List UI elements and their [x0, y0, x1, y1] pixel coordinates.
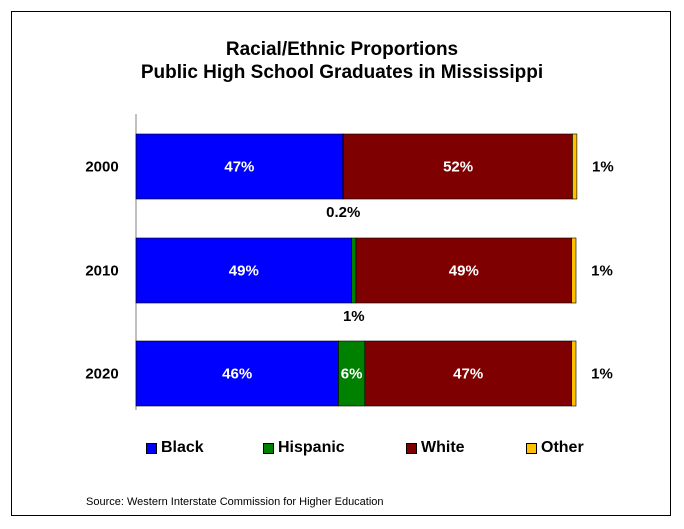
bar-white-2020 — [364, 340, 572, 407]
bar-other-2020 — [571, 340, 577, 407]
legend-label-white: White — [421, 439, 465, 456]
bar-white-2000 — [343, 133, 573, 200]
source-note: Source: Western Interstate Commission fo… — [86, 496, 384, 508]
data-label-white-2010: 49% — [449, 263, 479, 280]
data-label-black-2000: 47% — [224, 159, 254, 176]
chart-title: Racial/Ethnic Proportions — [225, 39, 459, 60]
data-label-black-2020: 46% — [222, 366, 252, 383]
legend-swatch-white — [406, 442, 417, 454]
legend-item-white: White — [406, 439, 465, 457]
legend-label-other: Other — [541, 439, 584, 456]
legend-swatch-hispanic — [263, 442, 274, 454]
category-label-2000: 2000 — [85, 159, 118, 176]
bar-black-2010 — [135, 237, 352, 304]
legend-item-black: Black — [146, 439, 204, 457]
legend-swatch-other — [526, 442, 537, 454]
data-label-other-2020: 1% — [591, 366, 613, 383]
data-label-other-2000: 1% — [592, 159, 614, 176]
data-label-black-2010: 49% — [229, 263, 259, 280]
bar-hispanic-2010 — [351, 237, 357, 304]
data-label-hispanic-2000: 0.2% — [326, 204, 360, 221]
legend-item-other: Other — [526, 439, 584, 457]
bar-other-2010 — [571, 237, 577, 304]
bar-black-2020 — [135, 340, 339, 407]
data-label-hispanic-2020: 6% — [341, 366, 363, 383]
legend-item-hispanic: Hispanic — [263, 439, 345, 457]
data-label-hispanic-2010: 1% — [343, 308, 365, 325]
data-label-white-2000: 52% — [443, 159, 473, 176]
bar-other-2000 — [572, 133, 578, 200]
bar-hispanic-2020 — [338, 340, 366, 407]
legend-label-hispanic: Hispanic — [278, 439, 345, 456]
data-label-white-2020: 47% — [453, 366, 483, 383]
chart-subtitle: Public High School Graduates in Mississi… — [140, 62, 544, 83]
category-label-2020: 2020 — [85, 366, 118, 383]
category-label-2010: 2010 — [85, 263, 118, 280]
legend-label-black: Black — [161, 439, 204, 456]
legend-swatch-black — [146, 442, 157, 454]
data-label-other-2010: 1% — [591, 263, 613, 280]
bar-white-2010 — [355, 237, 572, 304]
